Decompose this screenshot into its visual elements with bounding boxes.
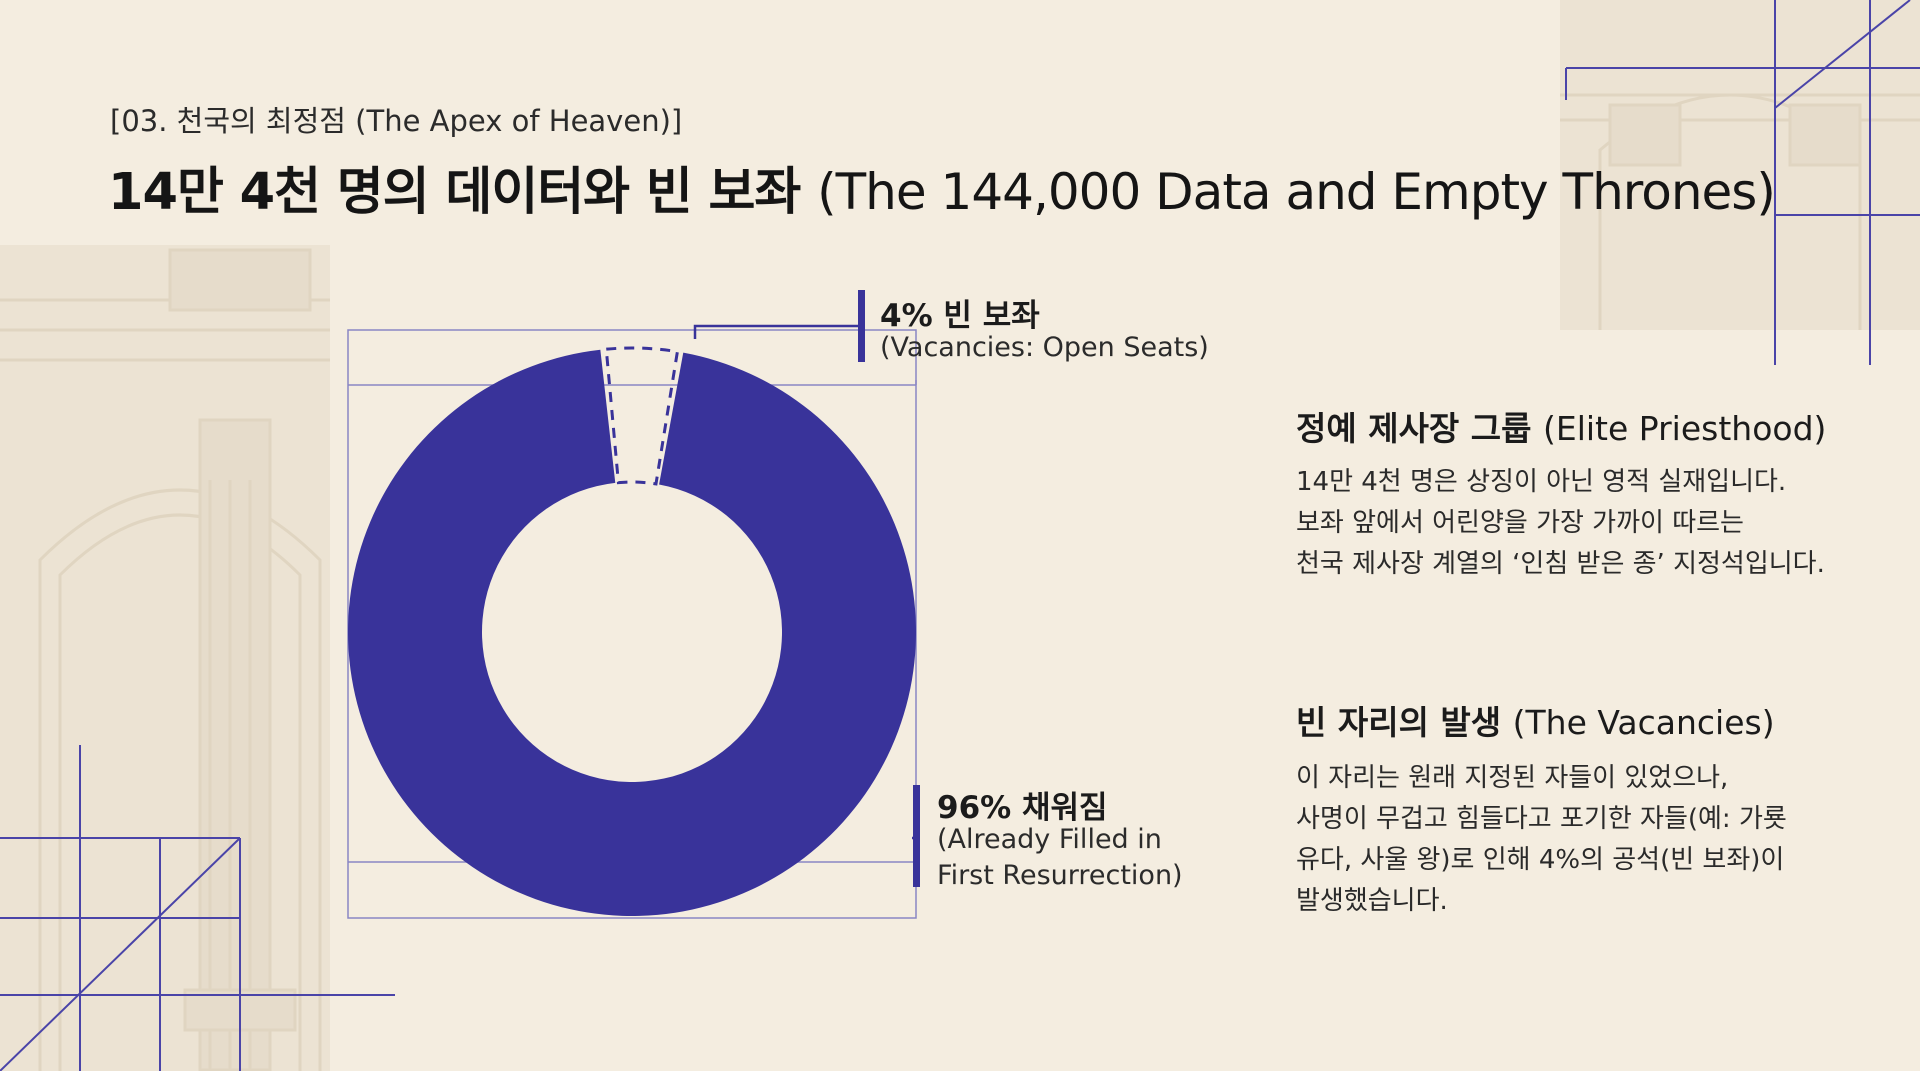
vacant-callout-bar (858, 290, 865, 362)
elite-priesthood-heading-ko: 정예 제사장 그룹 (1296, 409, 1532, 448)
elite-priesthood-heading-en: (Elite Priesthood) (1543, 409, 1827, 448)
donut-chart (347, 346, 916, 916)
section-label: [03. 천국의 최정점 (The Apex of Heaven)] (110, 104, 683, 138)
vacant-label: 4% 빈 보좌 (880, 298, 1040, 334)
vacancies-heading-en: (The Vacancies) (1512, 703, 1775, 742)
elite-priesthood-body: 14만 4천 명은 상징이 아닌 영적 실재입니다. 보좌 앞에서 어린양을 가… (1296, 462, 1825, 585)
body-line: 발생했습니다. (1296, 886, 1448, 916)
vacant-sublabel: (Vacancies: Open Seats) (880, 332, 1209, 363)
filled-callout-bar (913, 785, 920, 887)
body-line: 보좌 앞에서 어린양을 가장 가까이 따르는 (1296, 508, 1744, 538)
vacancies-heading-ko: 빈 자리의 발생 (1296, 703, 1502, 742)
elite-priesthood-heading: 정예 제사장 그룹 (Elite Priesthood) (1296, 402, 1826, 450)
vacant-slice (604, 346, 680, 486)
body-line: 14만 4천 명은 상징이 아닌 영적 실재입니다. (1296, 467, 1787, 497)
body-line: 천국 제사장 계열의 ‘인침 받은 종’ 지정석입니다. (1296, 549, 1825, 579)
body-line: 이 자리는 원래 지정된 자들이 있었으나, (1296, 763, 1729, 793)
page-title-english: (The 144,000 Data and Empty Thrones) (817, 163, 1776, 221)
vacancies-body: 이 자리는 원래 지정된 자들이 있었으나, 사명이 무겁고 힘들다고 포기한 … (1296, 758, 1787, 922)
filled-sublabel-line1: (Already Filled in (937, 824, 1162, 855)
filled-sublabel-line2: First Resurrection) (937, 860, 1183, 891)
body-line: 유다, 사울 왕)로 인해 4%의 공석(빈 보좌)이 (1296, 845, 1785, 875)
filled-label: 96% 채워짐 (937, 790, 1108, 826)
page-title: 14만 4천 명의 데이터와 빈 보좌 (The 144,000 Data an… (108, 150, 1776, 224)
vacancies-heading: 빈 자리의 발생 (The Vacancies) (1296, 696, 1775, 744)
filled-slice (347, 349, 916, 916)
body-line: 사명이 무겁고 힘들다고 포기한 자들(예: 가룟 (1296, 804, 1787, 834)
page-title-korean: 14만 4천 명의 데이터와 빈 보좌 (108, 163, 801, 222)
